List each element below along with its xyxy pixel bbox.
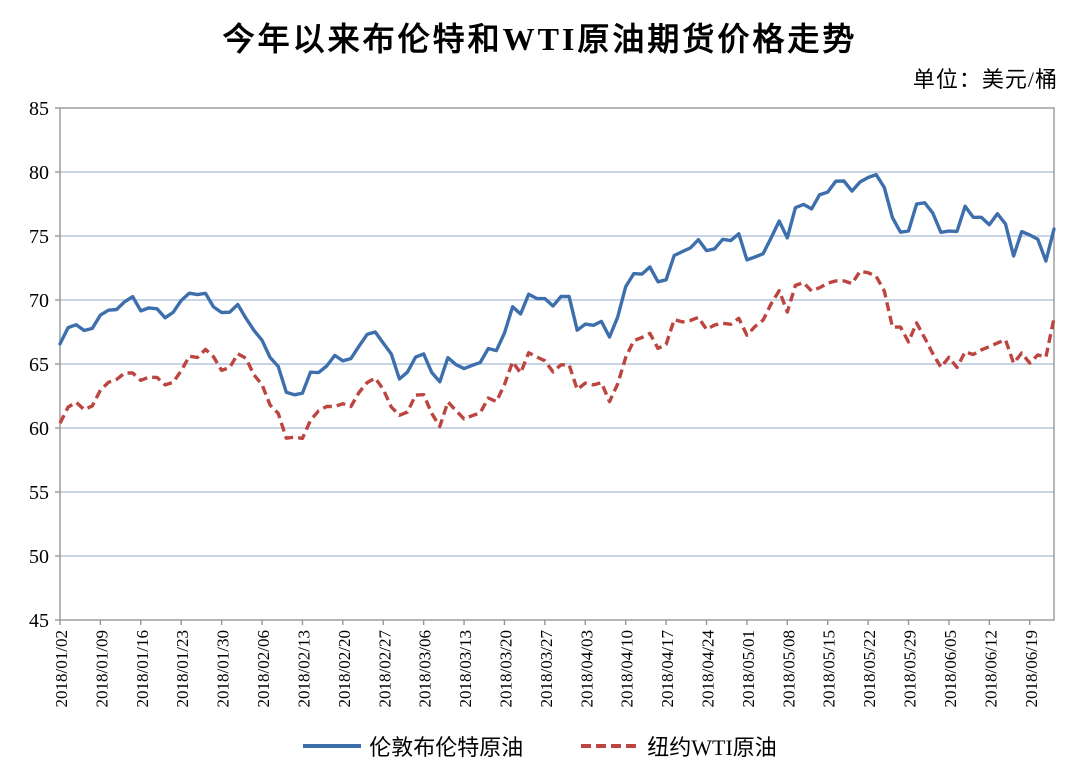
x-axis-label: 2018/06/05 [941, 630, 960, 707]
x-axis-label: 2018/05/29 [901, 630, 920, 707]
y-axis-label: 55 [29, 482, 49, 504]
y-axis-label: 65 [29, 354, 49, 376]
unit-label: 单位：美元/桶 [912, 67, 1058, 92]
y-axis-label: 45 [29, 610, 49, 632]
x-axis-label: 2018/01/02 [52, 630, 71, 707]
x-axis-label: 2018/05/22 [860, 630, 879, 707]
x-axis-label: 2018/04/03 [577, 630, 596, 707]
y-axis-label: 70 [29, 290, 49, 312]
x-axis-label: 2018/01/30 [214, 630, 233, 707]
y-axis-label: 75 [29, 226, 49, 248]
x-axis-label: 2018/01/23 [173, 630, 192, 707]
x-axis-label: 2018/01/09 [92, 630, 111, 707]
x-axis-label: 2018/06/19 [1022, 630, 1041, 707]
legend-item-wti: 纽约WTI原油 [581, 730, 777, 762]
x-axis-label: 2018/06/12 [981, 630, 1000, 707]
x-axis-label: 2018/04/10 [618, 630, 637, 707]
x-axis-label: 2018/05/01 [739, 630, 758, 707]
legend-label-wti: 纽约WTI原油 [647, 735, 777, 760]
x-axis-label: 2018/05/15 [820, 630, 839, 707]
y-axis-label: 80 [29, 162, 49, 184]
x-axis-label: 2018/03/13 [456, 630, 475, 707]
y-axis-label: 85 [29, 98, 49, 120]
x-axis-label: 2018/03/20 [496, 630, 515, 707]
x-axis-label: 2018/05/08 [779, 630, 798, 707]
brent-line-swatch [303, 744, 362, 748]
series-line-brent [58, 172, 1056, 397]
x-axis-label: 2018/02/20 [335, 630, 354, 707]
x-axis-label: 2018/03/06 [416, 630, 435, 707]
legend-label-brent: 伦敦布伦特原油 [369, 735, 524, 760]
chart-title: 今年以来布伦特和WTI原油期货价格走势 [222, 21, 858, 57]
x-axis-label: 2018/01/16 [133, 630, 152, 707]
x-axis-label: 2018/04/24 [699, 630, 718, 708]
chart-legend: 伦敦布伦特原油 纽约WTI原油 [0, 730, 1080, 762]
x-axis-label: 2018/02/27 [375, 630, 394, 708]
y-axis-label: 60 [29, 418, 49, 440]
x-axis-label: 2018/03/27 [537, 630, 556, 708]
x-axis-label: 2018/02/13 [294, 630, 313, 707]
series-line-wti [58, 269, 1056, 441]
legend-item-brent: 伦敦布伦特原油 [303, 730, 523, 762]
x-axis-label: 2018/02/06 [254, 630, 273, 707]
y-axis-label: 50 [29, 546, 49, 568]
x-axis-label: 2018/04/17 [658, 630, 677, 708]
wti-line-swatch [581, 744, 640, 748]
